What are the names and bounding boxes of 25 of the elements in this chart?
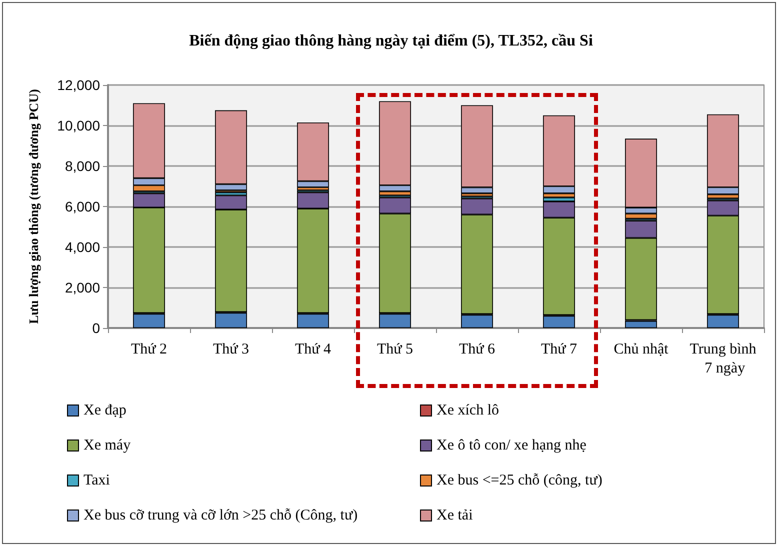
legend-label: Xe bus cỡ trung và cỡ lớn >25 chỗ (Công, tư) <box>84 508 358 524</box>
y-tick-label: 4,000 <box>64 239 100 255</box>
x-tick-label: Trung bình 7 ngày <box>690 342 757 376</box>
x-tick-label: Thứ 4 <box>294 342 332 358</box>
y-tick-label: 10,000 <box>57 118 100 134</box>
y-tick-label: 12,000 <box>57 77 100 93</box>
legend-label: Xe tải <box>436 508 473 524</box>
y-tick-label: 8,000 <box>64 158 100 174</box>
legend-label: Xe máy <box>84 438 132 454</box>
legend-label: Xe ô tô con/ xe hạng nhẹ <box>436 438 587 454</box>
x-tick-label: Thứ 5 <box>376 342 414 358</box>
legend-label: Taxi <box>84 472 110 488</box>
x-tick-label: Chủ nhật <box>614 342 670 358</box>
legend-label: Xe xích lô <box>436 402 499 418</box>
legend-label: Xe bus <=25 chỗ (công, tư) <box>436 472 602 488</box>
legend-label: Xe đạp <box>84 402 126 418</box>
y-axis-title: Lưu lượng giao thông (tương đương PCU) <box>26 89 41 324</box>
x-tick-label: Thứ 3 <box>212 342 250 358</box>
y-tick-label: 6,000 <box>64 198 100 214</box>
x-tick-label: Thứ 7 <box>540 342 578 358</box>
y-tick-label: 0 <box>92 320 100 336</box>
x-tick-label: Thứ 2 <box>130 342 168 358</box>
chart-title: Biến động giao thông hàng ngày tại điểm (5), TL352, cầu Si <box>189 32 594 50</box>
x-tick-label: Thứ 6 <box>458 342 496 358</box>
y-tick-label: 2,000 <box>64 280 100 296</box>
